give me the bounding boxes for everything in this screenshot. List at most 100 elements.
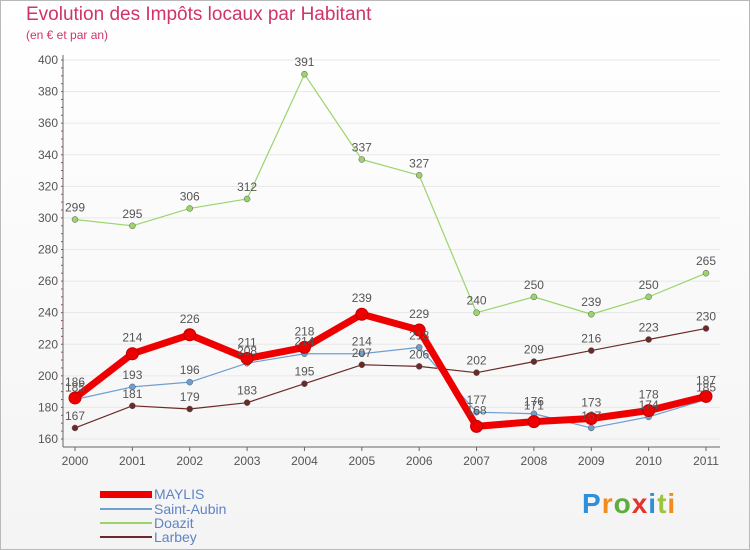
x-tick-label: 2006 (406, 454, 433, 468)
point-doazit-2005 (358, 156, 366, 163)
data-label-saint-aubin-2000: 185 (65, 381, 85, 395)
y-tick-label: 380 (38, 85, 58, 99)
point-maylis-2010 (642, 404, 656, 418)
point-maylis-2005 (355, 307, 369, 321)
point-larbey-2006 (415, 363, 423, 370)
data-label-maylis-2011: 187 (696, 373, 716, 387)
data-label-larbey-2005: 207 (352, 346, 372, 360)
series-line-doazit (74, 73, 707, 315)
legend-label-larbey: Larbey (154, 529, 197, 545)
point-maylis-2009 (584, 411, 598, 425)
legend-label-maylis: MAYLIS (154, 486, 205, 502)
data-label-doazit-2010: 250 (639, 278, 659, 292)
data-label-maylis-2006: 229 (409, 307, 429, 321)
data-label-saint-aubin-2009: 167 (581, 409, 601, 423)
data-label-saint-aubin-2010: 174 (639, 398, 659, 412)
point-doazit-2010 (645, 293, 652, 301)
legend-swatch-larbey (100, 536, 152, 538)
y-tick-label: 340 (38, 148, 58, 162)
series-line-saint-aubin (74, 346, 707, 429)
series-line-maylis (71, 310, 710, 430)
y-tick-label: 320 (38, 179, 58, 193)
x-tick-label: 2009 (578, 454, 605, 468)
y-tick-label: 360 (38, 116, 58, 130)
data-label-saint-aubin-2007: 177 (467, 393, 487, 407)
data-label-doazit-2005: 337 (352, 140, 372, 154)
data-label-doazit-2002: 306 (180, 189, 200, 203)
axes: 160 180 200 220 240 260 280 300 320 340 360 380 400 2… (38, 53, 720, 468)
point-doazit-2000 (71, 216, 79, 223)
data-label-saint-aubin-2001: 193 (122, 368, 142, 382)
point-larbey-2010 (645, 336, 652, 343)
point-maylis-2007 (470, 419, 484, 433)
data-label-larbey-2004: 195 (294, 365, 314, 379)
point-larbey-2007 (473, 369, 480, 376)
point-saint-aubin-2007 (473, 408, 480, 416)
point-doazit-2008 (530, 293, 538, 301)
point-saint-aubin-2009 (588, 424, 595, 432)
data-label-maylis-2000: 186 (65, 375, 85, 389)
x-tick-label: 2005 (348, 454, 375, 468)
logo-letter: t (657, 488, 668, 519)
y-tick-label: 180 (38, 400, 58, 414)
y-tick-label: 260 (38, 274, 58, 288)
data-label-maylis-2002: 226 (180, 312, 200, 326)
y-tick-label: 200 (38, 369, 58, 383)
data-label-maylis-2009: 173 (581, 395, 601, 409)
data-label-maylis-2004: 218 (294, 324, 314, 338)
point-saint-aubin-2006 (415, 344, 423, 351)
legend-label-doazit: Doazit (154, 515, 194, 531)
y-tick-label: 160 (38, 432, 58, 446)
point-doazit-2007 (473, 309, 480, 316)
point-larbey-2011 (702, 325, 710, 332)
data-label-larbey-2009: 216 (581, 332, 601, 346)
y-tick-label: 280 (38, 243, 58, 257)
series-lines (68, 70, 713, 433)
point-doazit-2011 (702, 269, 710, 277)
data-label-maylis-2003: 211 (238, 335, 257, 349)
data-label-saint-aubin-2004: 214 (294, 335, 314, 349)
point-saint-aubin-2001 (129, 383, 136, 391)
legend-swatch-maylis (100, 491, 152, 498)
legend-label-saint-aubin: Saint-Aubin (154, 501, 227, 517)
legend-swatch-doazit (100, 522, 152, 524)
data-label-larbey-2006: 206 (409, 347, 429, 361)
chart-subtitle: (en € et par an) (26, 28, 109, 42)
data-label-doazit-2006: 327 (409, 156, 429, 170)
series-line-larbey (74, 327, 707, 429)
data-label-doazit-2007: 240 (467, 294, 487, 308)
y-tick-label: 220 (38, 337, 58, 351)
data-label-doazit-2003: 312 (237, 180, 257, 194)
point-larbey-2002 (186, 405, 193, 413)
x-tick-label: 2002 (176, 454, 203, 468)
point-larbey-2009 (588, 347, 595, 354)
point-maylis-2002 (183, 328, 197, 342)
x-tick-label: 2001 (119, 454, 146, 468)
x-tick-label: 2010 (635, 454, 662, 468)
x-tick-label: 2011 (693, 454, 719, 468)
point-larbey-2000 (71, 424, 79, 432)
data-label-saint-aubin-2003: 208 (237, 344, 257, 358)
x-tick-label: 2000 (62, 454, 89, 468)
point-larbey-2001 (129, 402, 136, 410)
data-label-doazit-2000: 299 (65, 200, 85, 214)
point-larbey-2004 (301, 380, 308, 387)
point-maylis-2004 (297, 340, 311, 354)
data-label-maylis-2008: 171 (524, 399, 544, 413)
data-label-doazit-2009: 239 (581, 295, 601, 309)
x-tick-label: 2003 (234, 454, 261, 468)
proxiti-logo: Proxiti (582, 488, 676, 520)
x-tick-label: 2008 (521, 454, 548, 468)
point-doazit-2004 (301, 70, 308, 78)
point-larbey-2003 (243, 399, 251, 406)
data-label-larbey-2011: 230 (696, 309, 716, 323)
y-tick-label: 240 (38, 306, 58, 320)
grid-lines (63, 59, 720, 440)
data-label-larbey-2007: 202 (467, 354, 487, 368)
data-label-doazit-2001: 295 (122, 207, 142, 221)
logo-letter: i (648, 488, 658, 519)
point-doazit-2003 (243, 195, 251, 203)
data-labels: 167 181 179 183 195 207 206 202 209 216 223 230 299 2… (65, 55, 716, 423)
legend-swatch-saint-aubin (100, 508, 152, 510)
